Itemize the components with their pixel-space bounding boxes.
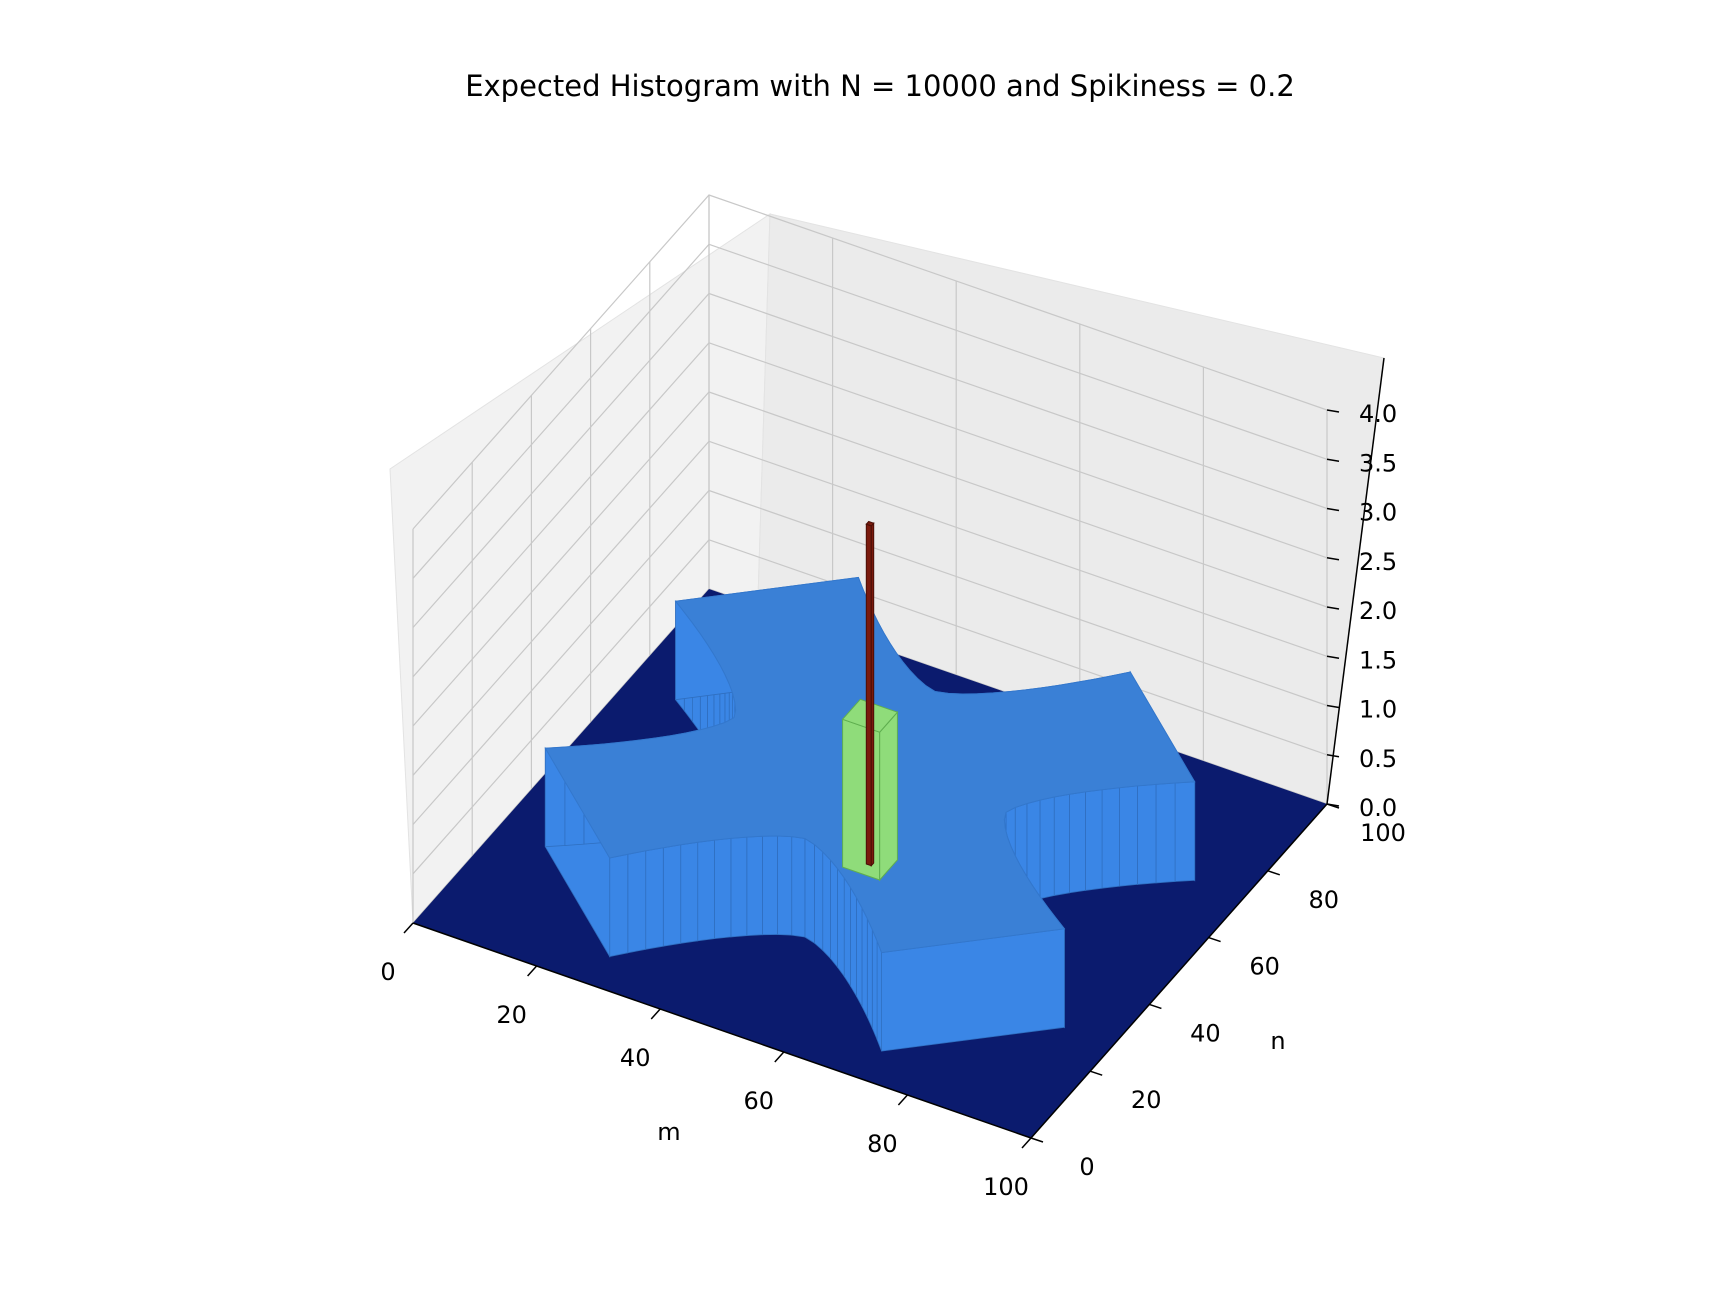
bar-plateau-side bbox=[662, 844, 682, 947]
z-axis bbox=[1326, 357, 1385, 805]
bar-plateau-side bbox=[697, 839, 715, 942]
z-tick-label: 2.5 bbox=[1359, 548, 1397, 576]
bar-plateau-side bbox=[1101, 787, 1120, 889]
bar-plateau-side bbox=[866, 918, 873, 1029]
bar-plateau-side bbox=[1053, 793, 1070, 896]
y-tick-mark bbox=[1149, 1003, 1162, 1010]
x-tick-mark bbox=[897, 1094, 908, 1106]
bar-plateau-side bbox=[856, 897, 863, 1007]
bar-center-spike bbox=[865, 523, 872, 867]
x-tick-mark bbox=[774, 1051, 785, 1063]
grid-line-z bbox=[412, 440, 1328, 776]
chart-title: Expected Histogram with N = 10000 and Sp… bbox=[465, 69, 1295, 103]
z-tick-mark bbox=[1326, 458, 1340, 462]
x-axis bbox=[412, 922, 1032, 1139]
y-axis-line bbox=[1030, 803, 1328, 1139]
x-tick-mark bbox=[1021, 1137, 1032, 1149]
bar-plateau-side bbox=[1085, 789, 1103, 891]
y-axis bbox=[1030, 803, 1328, 1139]
bar-plateau-side bbox=[730, 836, 748, 938]
z-tick-mark bbox=[1326, 557, 1340, 561]
y-tick-label: 40 bbox=[1190, 1019, 1221, 1047]
bar-plateau-side bbox=[746, 835, 763, 937]
z-tick-label: 0.0 bbox=[1359, 794, 1397, 822]
z-tick-mark bbox=[1326, 754, 1340, 758]
bar-plateau-side bbox=[714, 837, 732, 940]
axis-ticks: 0204060801000204060801000.00.51.01.52.02… bbox=[380, 400, 1406, 1201]
x-tick-label: 100 bbox=[983, 1173, 1029, 1201]
bar-plateau-side bbox=[876, 940, 882, 1052]
z-tick-label: 1.0 bbox=[1359, 696, 1397, 724]
y-tick-mark bbox=[1267, 870, 1281, 876]
z-tick-label: 4.0 bbox=[1359, 400, 1397, 428]
bar-plateau-side bbox=[814, 843, 824, 952]
x-tick-label: 60 bbox=[744, 1087, 775, 1115]
bar-plateau-side bbox=[680, 841, 699, 944]
z-tick-label: 3.5 bbox=[1359, 449, 1397, 477]
bar-plateau-side bbox=[861, 907, 868, 1018]
z-axis-line bbox=[1326, 357, 1385, 805]
y-tick-label: 0 bbox=[1079, 1153, 1094, 1181]
x-tick-label: 40 bbox=[620, 1044, 651, 1072]
bar-plateau-side bbox=[1039, 796, 1055, 900]
y-tick-label: 60 bbox=[1249, 953, 1280, 981]
x-tick-mark bbox=[403, 922, 414, 934]
bar-plateau-side bbox=[1174, 781, 1196, 882]
grid-line-z bbox=[412, 194, 1328, 530]
grid-line-z bbox=[412, 391, 1328, 727]
x-tick-mark bbox=[650, 1008, 661, 1020]
bar-plateau-side bbox=[1069, 791, 1086, 894]
z-tick-mark bbox=[1326, 409, 1340, 413]
z-tick-label: 3.0 bbox=[1359, 499, 1397, 527]
bar-plateau-side bbox=[830, 858, 838, 969]
bar-plateau-side bbox=[777, 835, 793, 936]
bar-plateau-side bbox=[1137, 783, 1157, 885]
z-tick-label: 0.5 bbox=[1359, 745, 1397, 773]
y-tick-label: 80 bbox=[1309, 886, 1340, 914]
z-tick-mark bbox=[1326, 704, 1340, 709]
x-tick-label: 20 bbox=[496, 1001, 527, 1029]
bar-plateau-side bbox=[609, 853, 629, 957]
y-tick-mark bbox=[1030, 1137, 1044, 1143]
bar-plateau-side bbox=[843, 876, 851, 988]
bar-plateau-side bbox=[822, 850, 831, 960]
bar-plateau-side bbox=[804, 837, 815, 944]
y-tick-mark bbox=[1208, 936, 1221, 943]
grid-line-z bbox=[412, 243, 1328, 579]
bars bbox=[413, 520, 1327, 1138]
x-axis-label: m bbox=[657, 1118, 680, 1146]
x-tick-label: 0 bbox=[380, 958, 395, 986]
bar-plateau-side bbox=[837, 867, 845, 978]
x-tick-label: 80 bbox=[867, 1130, 898, 1158]
z-tick-mark bbox=[1326, 507, 1340, 512]
z-tick-label: 1.5 bbox=[1359, 646, 1397, 674]
bar-plateau-side bbox=[1155, 782, 1176, 884]
bar-center-green bbox=[879, 710, 898, 882]
grid-line-z bbox=[412, 342, 1328, 678]
bar-plateau-side bbox=[791, 836, 806, 938]
bar-center-spike bbox=[865, 520, 875, 527]
y-tick-label: 100 bbox=[1360, 819, 1406, 847]
grid-line-z bbox=[412, 292, 1328, 628]
z-tick-mark bbox=[1326, 803, 1340, 807]
x-axis-line bbox=[412, 922, 1032, 1139]
y-tick-mark bbox=[1089, 1070, 1103, 1076]
x-tick-mark bbox=[527, 965, 538, 977]
bar-plateau-side bbox=[850, 885, 857, 998]
bar-plateau-side bbox=[871, 929, 878, 1040]
z-tick-mark bbox=[1326, 655, 1340, 659]
z-tick-mark bbox=[1326, 606, 1340, 610]
bar-plateau-side bbox=[1119, 785, 1138, 887]
bar-plateau-side bbox=[645, 847, 664, 950]
bar-center-spike bbox=[870, 521, 875, 868]
y-axis-label: n bbox=[1270, 1027, 1285, 1055]
bar-plateau-side bbox=[762, 835, 778, 936]
bar-plateau-side bbox=[627, 850, 647, 954]
y-tick-label: 20 bbox=[1131, 1086, 1162, 1114]
grid-line-z bbox=[412, 489, 1328, 825]
z-tick-label: 2.0 bbox=[1359, 597, 1397, 625]
